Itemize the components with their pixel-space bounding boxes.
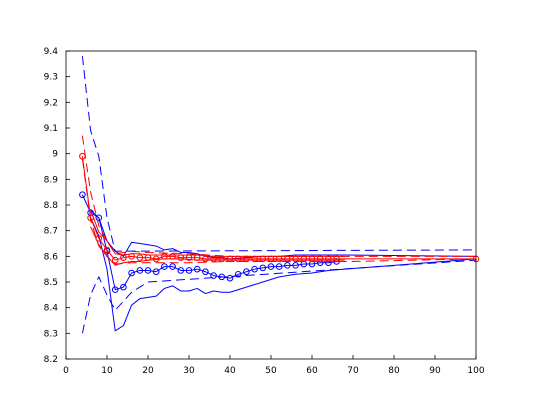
series-10-point	[325, 255, 332, 263]
series-10-point	[292, 255, 299, 263]
series-5-point	[111, 286, 119, 294]
series-5-point	[292, 262, 299, 269]
series-5-point	[161, 263, 168, 270]
series-4-line	[90, 217, 477, 332]
series-5-point	[144, 267, 152, 274]
series-5-point	[226, 274, 234, 282]
series-5-point	[267, 263, 275, 270]
series-5-point	[243, 268, 250, 276]
series-10-point	[259, 255, 267, 263]
series-10-point	[308, 255, 316, 263]
y-tick-label: 9.2	[44, 98, 58, 108]
series-10-point	[95, 235, 103, 242]
series-10-point	[120, 254, 127, 261]
series-10-point	[185, 254, 193, 261]
x-tick-label: 50	[265, 366, 277, 376]
series-10-point	[300, 255, 308, 263]
series-10-point	[79, 152, 86, 160]
series-10-point	[251, 255, 258, 263]
y-tick-label: 8.2	[44, 355, 58, 365]
series-5-point	[202, 268, 209, 276]
series-10-point	[316, 255, 324, 263]
series-10-line	[81, 156, 476, 261]
series-10-point	[210, 255, 217, 263]
series-5-point	[152, 268, 160, 276]
x-tick-label: 60	[306, 366, 318, 376]
series-5-line	[81, 194, 337, 291]
series-10-point	[243, 255, 250, 263]
x-tick-label: 80	[388, 366, 400, 376]
series-10-point	[169, 253, 176, 260]
series-10-point	[177, 254, 185, 261]
series-5-point	[251, 265, 258, 273]
series-5-point	[79, 191, 86, 199]
series-5-point	[259, 264, 267, 272]
series-layer	[79, 56, 480, 334]
series-10-point	[333, 255, 340, 263]
y-tick-label: 8.9	[44, 175, 59, 185]
series-5-point	[136, 267, 144, 274]
series-5-point	[210, 272, 217, 279]
y-tick-label: 9.1	[44, 124, 58, 134]
x-tick-label: 10	[101, 366, 113, 376]
y-tick-label: 9.4	[44, 47, 59, 57]
y-tick-label: 8.3	[44, 329, 58, 339]
x-tick-label: 100	[467, 366, 484, 376]
series-10-point	[267, 255, 275, 263]
x-tick-label: 30	[183, 366, 195, 376]
axis-layer: 0 10 20 30 40 50 60 70 80 90 100 8.2 8.3 8.4 8.5 8.6 8.7…	[44, 47, 485, 376]
series-10-point	[111, 256, 119, 264]
series-3-line	[90, 209, 477, 260]
series-1-line	[81, 56, 477, 252]
series-10-point	[218, 255, 226, 263]
series-5-point	[95, 214, 103, 222]
x-tick-label: 90	[429, 366, 441, 376]
series-5-point	[185, 267, 193, 274]
series-10-point	[275, 255, 283, 263]
series-10-point	[152, 255, 160, 263]
series-10-point	[284, 255, 291, 263]
x-tick-label: 70	[347, 366, 359, 376]
series-8-line	[90, 209, 345, 257]
plot-frame	[65, 50, 477, 360]
y-tick-label: 8.8	[44, 201, 59, 211]
series-10-point	[87, 214, 94, 222]
series-10-point	[136, 254, 144, 261]
series-5-point	[120, 283, 127, 291]
series-7-line	[81, 158, 477, 265]
series-5-point	[177, 267, 185, 274]
series-5-point	[128, 269, 135, 277]
series-6-line	[81, 135, 476, 257]
series-5-point	[169, 263, 176, 270]
series-10-point	[226, 255, 234, 263]
series-10-point	[202, 255, 209, 263]
series-10-point	[234, 255, 242, 263]
y-tick-label: 8.4	[44, 304, 59, 314]
series-2-line	[81, 259, 477, 334]
series-5-point	[275, 263, 283, 270]
series-10-point	[193, 254, 201, 261]
series-5-point	[284, 262, 291, 269]
series-10-point	[103, 246, 111, 254]
x-tick-label: 20	[142, 366, 154, 376]
series-5-point	[234, 271, 242, 278]
series-10-point	[144, 254, 152, 261]
x-tick-label: 40	[224, 366, 236, 376]
series-10-point	[128, 253, 135, 260]
x-tick-label: 0	[63, 366, 69, 376]
series-5-point	[193, 265, 201, 273]
series-5-point	[218, 273, 226, 281]
y-tick-label: 8.5	[44, 278, 58, 288]
y-tick-label: 9.3	[44, 73, 58, 83]
y-tick-label: 9	[52, 150, 58, 160]
series-10-point	[161, 253, 168, 260]
y-tick-label: 8.7	[44, 227, 58, 237]
y-tick-label: 8.6	[44, 252, 59, 262]
